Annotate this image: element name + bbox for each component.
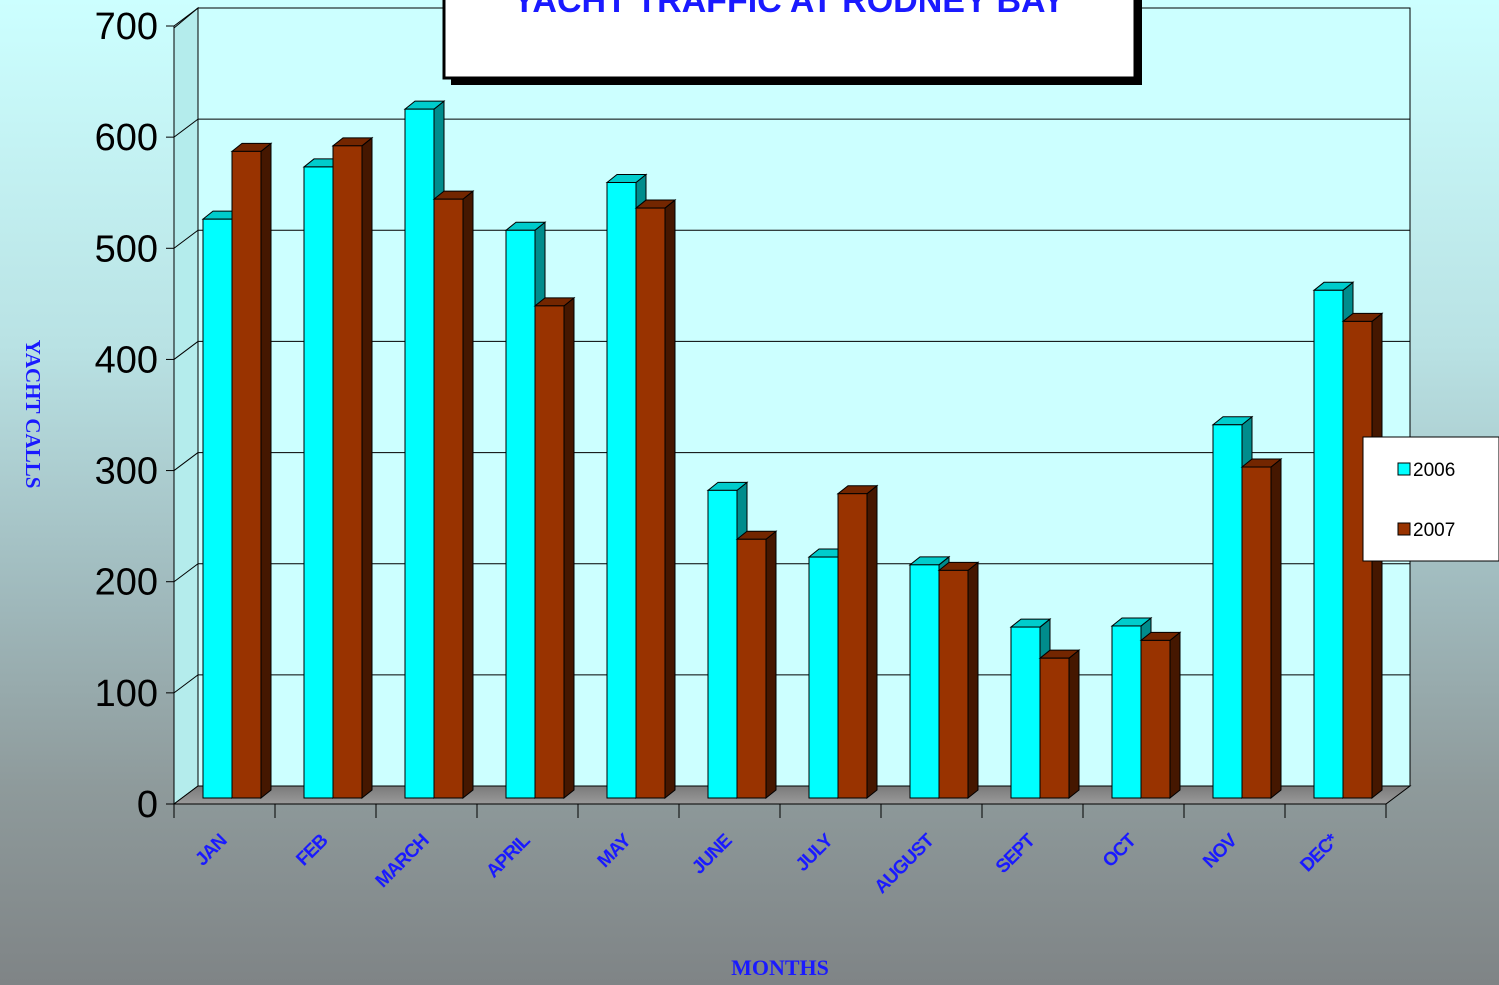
bar-2007-nov	[1240, 457, 1283, 800]
x-tick-label: MAY	[594, 830, 636, 872]
gridline-side	[173, 229, 199, 249]
gridline-side	[173, 674, 199, 694]
gridline-side	[173, 452, 199, 471]
legend-swatch-2006	[1397, 462, 1411, 476]
bar-2007-may	[634, 199, 677, 800]
x-axis: JAN FEB MARCH APRIL MAY JUNE JULY AUGUST SEPT OCT…	[173, 803, 1387, 898]
y-tick-label: 300	[95, 451, 158, 493]
y-axis-title: YACHT CALLS	[21, 340, 45, 489]
title-box: YACHT TRAFFIC AT RODNEY BAY	[442, 0, 1142, 85]
bar-2007-feb	[331, 136, 374, 800]
bar-2007-oct	[1139, 631, 1182, 800]
gridline-side	[173, 7, 199, 27]
x-tick-label: SEPT	[992, 830, 1040, 878]
y-tick-label: 400	[95, 339, 158, 381]
x-tick-label: OCT	[1099, 830, 1141, 872]
x-tick-label: JAN	[191, 830, 231, 870]
legend: 2006 2007	[1362, 436, 1499, 562]
y-tick-label: 200	[95, 562, 158, 604]
y-tick-label: 100	[95, 673, 158, 715]
x-tick-label: DEC*	[1296, 830, 1343, 877]
x-tick-label: JUNE	[688, 830, 736, 878]
y-axis: 0 100 200 300 400 500 600 700	[95, 6, 175, 826]
left-wall	[173, 6, 199, 805]
bar-2007-jan	[230, 142, 273, 800]
legend-label-2007: 2007	[1413, 520, 1455, 541]
bar-2007-april	[533, 296, 576, 800]
bar-2007-august	[937, 561, 980, 800]
legend-swatch-2007	[1397, 522, 1411, 536]
chart-title: YACHT TRAFFIC AT RODNEY BAY	[513, 0, 1066, 20]
y-tick-label: 600	[95, 117, 158, 159]
y-tick-label: 0	[137, 784, 158, 826]
gridline-side	[173, 118, 199, 138]
gridlines	[173, 7, 1410, 694]
bar-2007-july	[836, 484, 879, 800]
x-axis-title: MONTHS	[731, 955, 829, 980]
x-tick-label: MARCH	[372, 830, 434, 892]
y-tick-label: 700	[95, 6, 158, 48]
bars	[201, 100, 1384, 800]
gridline-side	[173, 563, 199, 583]
x-tick-label: NOV	[1199, 830, 1242, 873]
legend-label-2006: 2006	[1413, 460, 1455, 481]
y-tick-label: 500	[95, 228, 158, 270]
x-tick-label: APRIL	[482, 830, 535, 883]
bar-2007-june	[735, 530, 778, 800]
bar-2007-sept	[1038, 649, 1081, 800]
x-tick-label: FEB	[292, 830, 332, 870]
gridline-side	[173, 341, 199, 360]
bar-2007-march	[432, 190, 475, 800]
x-tick-label: JULY	[792, 830, 838, 876]
x-tick-label: AUGUST	[871, 830, 939, 898]
